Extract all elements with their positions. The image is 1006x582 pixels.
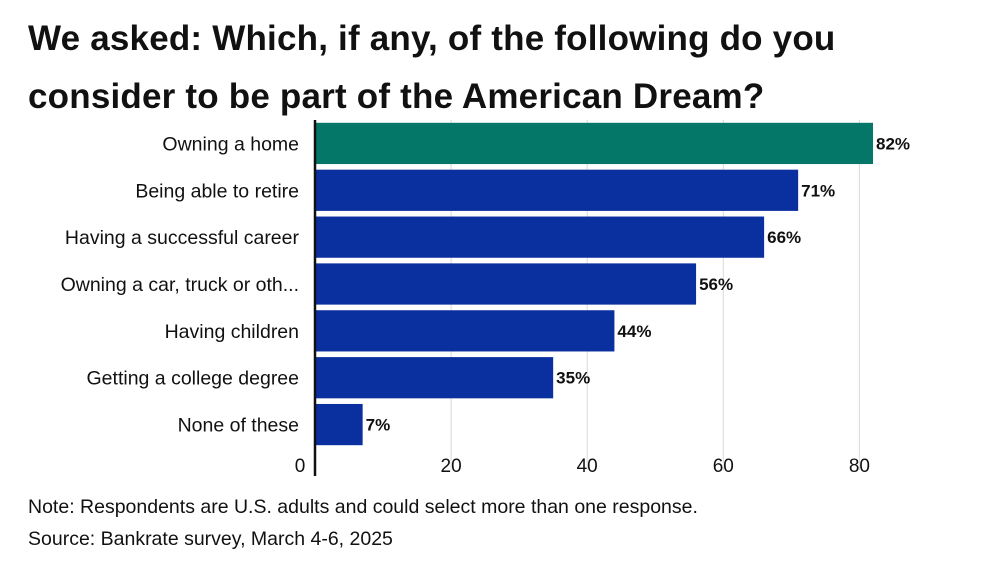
bar — [315, 169, 799, 211]
value-label: 82% — [876, 134, 910, 153]
x-tick-label: 0 — [295, 456, 306, 477]
bar — [315, 122, 873, 165]
category-labels: Owning a home Being able to retire Having … — [61, 133, 300, 436]
bar — [315, 216, 765, 258]
x-tick-label: 40 — [577, 456, 598, 477]
value-label: 56% — [699, 275, 733, 294]
value-label: 35% — [556, 369, 590, 388]
value-label: 7% — [366, 416, 391, 435]
bar — [315, 403, 363, 446]
x-tick-label: 20 — [441, 456, 462, 477]
chart-title: We asked: Which, if any, of the followin… — [28, 19, 836, 116]
category-label: Being able to retire — [135, 180, 299, 202]
category-label: Having children — [165, 321, 299, 343]
bar — [315, 357, 554, 399]
category-label: Having a successful career — [65, 227, 300, 249]
value-label: 44% — [617, 322, 651, 341]
value-label: 71% — [801, 181, 835, 200]
bar — [315, 310, 615, 352]
x-tick-label: 80 — [849, 456, 870, 477]
bar — [315, 263, 697, 305]
chart-source: Source: Bankrate survey, March 4-6, 2025 — [28, 528, 393, 550]
category-label: None of these — [178, 415, 299, 437]
x-tick-label: 60 — [713, 456, 734, 477]
chart-note: Note: Respondents are U.S. adults and co… — [28, 496, 698, 518]
value-labels: 82% 71% 66% 56% 44% 35% 7% — [366, 134, 910, 434]
value-label: 66% — [767, 228, 801, 247]
bars — [315, 122, 873, 446]
category-label: Owning a home — [162, 133, 299, 155]
category-label: Getting a college degree — [87, 368, 299, 390]
category-label: Owning a car, truck or oth... — [61, 274, 299, 296]
x-axis-ticks: 0 20 40 60 80 — [295, 456, 870, 477]
